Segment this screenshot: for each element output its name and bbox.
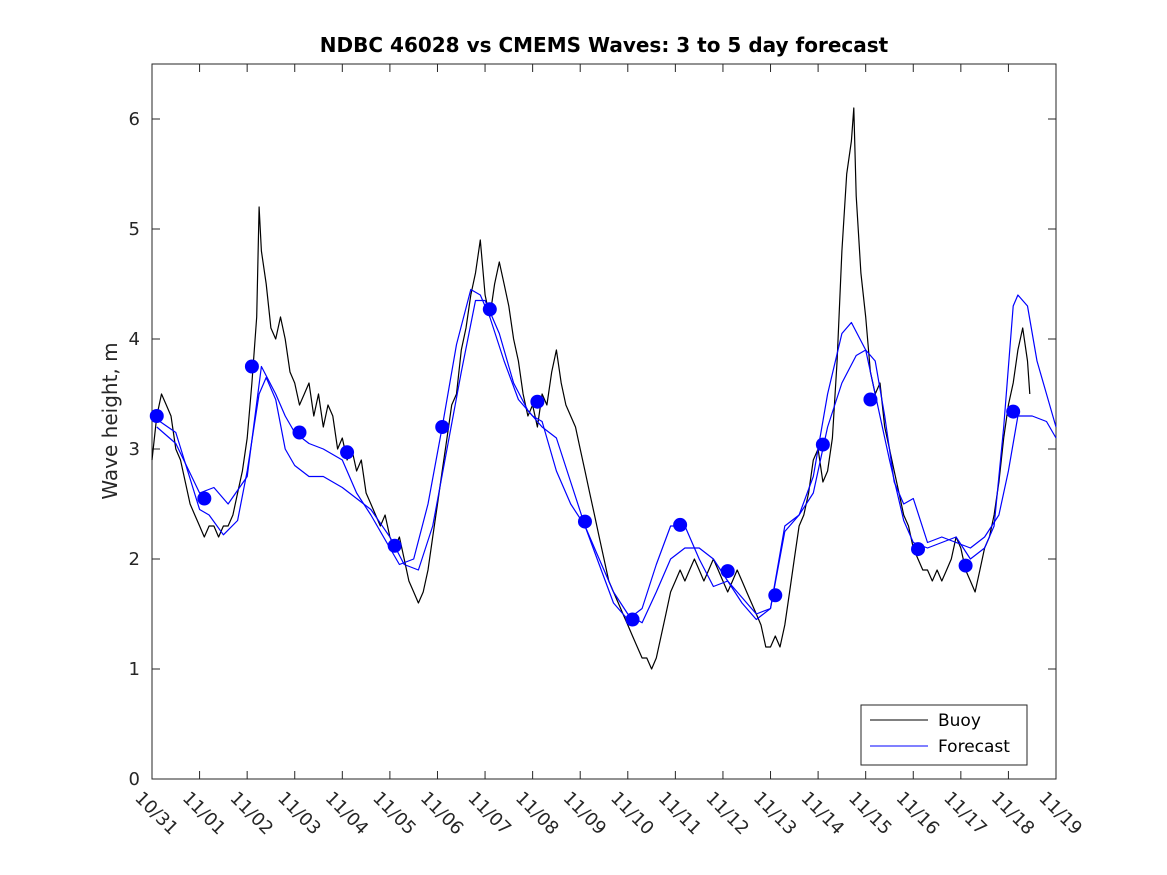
forecast-marker <box>911 542 926 557</box>
forecast-marker <box>244 359 259 374</box>
forecast-marker <box>958 558 973 573</box>
chart-title: NDBC 46028 vs CMEMS Waves: 3 to 5 day fo… <box>320 33 889 57</box>
forecast-marker <box>435 420 450 434</box>
legend-label-forecast: Forecast <box>938 737 1010 757</box>
forecast-marker <box>530 394 545 409</box>
plot-area-frame <box>151 63 1057 780</box>
forecast-marker <box>149 409 164 423</box>
forecast-marker <box>292 425 307 440</box>
forecast-marker <box>577 514 592 529</box>
y-tick-label: 2 <box>129 549 140 570</box>
forecast-marker <box>197 491 212 506</box>
y-tick-label: 3 <box>129 439 140 460</box>
legend-box <box>860 704 1028 766</box>
forecast-marker <box>387 538 402 553</box>
forecast-marker <box>340 445 355 460</box>
forecast-marker <box>815 437 830 452</box>
legend: Buoy Forecast <box>860 704 1028 766</box>
y-tick-label: 0 <box>129 769 140 790</box>
buoy-series-line <box>151 107 1031 670</box>
forecast-marker <box>482 302 497 317</box>
y-tick-label: 5 <box>129 219 140 240</box>
forecast-series-line <box>151 299 1057 624</box>
forecast-marker <box>768 588 783 603</box>
y-tick-label: 4 <box>129 329 140 350</box>
y-tick-label: 1 <box>129 659 140 680</box>
y-tick-label: 6 <box>129 109 140 130</box>
forecast-marker <box>863 392 878 407</box>
forecast-marker <box>625 612 640 627</box>
y-axis-label: Wave height, m <box>98 342 122 499</box>
legend-label-buoy: Buoy <box>938 711 981 731</box>
forecast-marker <box>720 564 735 579</box>
forecast-marker <box>673 517 688 532</box>
forecast-marker <box>1006 404 1021 419</box>
